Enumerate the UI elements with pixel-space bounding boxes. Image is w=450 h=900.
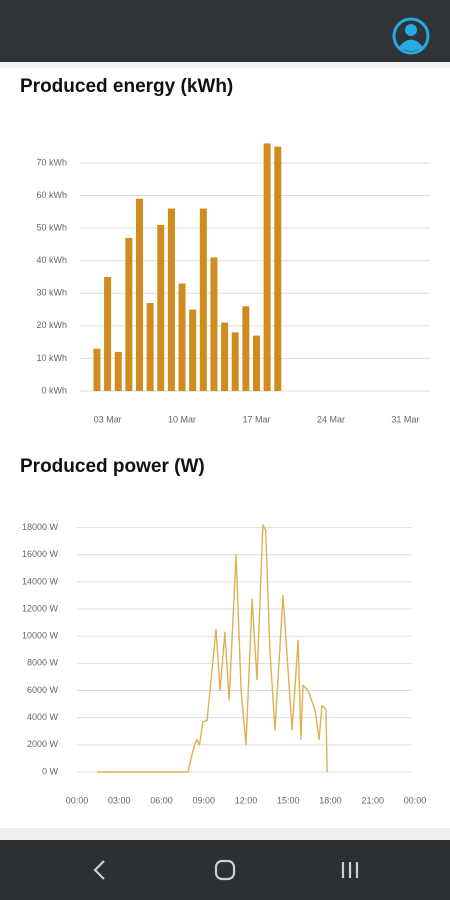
chart-title: Produced power (W)	[20, 456, 205, 477]
bar	[114, 351, 122, 391]
y-tick-label: 18000 W	[22, 522, 59, 532]
bar	[125, 237, 133, 391]
y-tick-label: 40 kWh	[36, 255, 67, 265]
user-icon-head[interactable]	[405, 24, 417, 36]
home-button[interactable]	[214, 859, 236, 881]
y-tick-label: 50 kWh	[36, 223, 67, 233]
y-tick-label: 4000 W	[27, 712, 59, 722]
bar	[167, 208, 175, 391]
bar	[242, 306, 250, 391]
bar	[231, 332, 239, 391]
bar	[274, 146, 282, 391]
bar	[199, 208, 207, 391]
user-icon-ring[interactable]	[392, 17, 430, 55]
y-tick-label: 8000 W	[27, 658, 59, 668]
bar	[157, 224, 165, 391]
y-tick-label: 10 kWh	[36, 353, 67, 363]
y-tick-label: 30 kWh	[36, 288, 67, 298]
x-tick-label: 10 Mar	[168, 414, 196, 424]
chart-title: Produced energy (kWh)	[20, 76, 233, 97]
y-tick-label: 6000 W	[27, 685, 59, 695]
bar	[136, 198, 143, 391]
back-button[interactable]	[93, 860, 105, 880]
x-tick-label: 31 Mar	[391, 414, 419, 424]
bar	[93, 348, 101, 391]
user-icon-body[interactable]	[399, 39, 423, 52]
y-tick-label: 70 kWh	[36, 157, 67, 167]
recents-button[interactable]	[341, 862, 359, 878]
x-tick-label: 12:00	[235, 795, 258, 805]
y-tick-label: 60 kWh	[36, 190, 67, 200]
x-tick-label: 15:00	[277, 795, 300, 805]
bar	[210, 257, 218, 391]
x-tick-label: 00:00	[66, 795, 89, 805]
x-tick-label: 09:00	[192, 795, 215, 805]
y-tick-label: 12000 W	[22, 603, 59, 613]
line-series	[97, 524, 328, 773]
bottom-strip	[0, 828, 450, 840]
user-icon[interactable]	[392, 17, 430, 55]
x-tick-label: 24 Mar	[317, 414, 345, 424]
x-tick-label: 03 Mar	[94, 414, 122, 424]
y-tick-label: 10000 W	[22, 631, 59, 641]
y-tick-label: 14000 W	[22, 576, 59, 586]
bar	[221, 322, 229, 391]
y-tick-label: 0 W	[42, 766, 59, 776]
bar	[263, 143, 271, 391]
bar	[178, 283, 186, 391]
bar	[253, 335, 260, 391]
bar	[146, 303, 154, 391]
bar	[189, 309, 197, 391]
y-tick-label: 20 kWh	[36, 320, 67, 330]
y-tick-label: 0 kWh	[41, 385, 67, 395]
x-tick-label: 00:00	[404, 795, 427, 805]
x-tick-label: 03:00	[108, 795, 131, 805]
x-tick-label: 18:00	[319, 795, 342, 805]
x-tick-label: 06:00	[150, 795, 173, 805]
top-shadow	[0, 62, 450, 68]
x-tick-label: 21:00	[361, 795, 384, 805]
top-bar	[0, 0, 450, 62]
y-tick-label: 16000 W	[22, 549, 59, 559]
y-tick-label: 2000 W	[27, 739, 59, 749]
nav-bar	[0, 840, 450, 900]
bar	[104, 276, 112, 391]
x-tick-label: 17 Mar	[242, 414, 270, 424]
